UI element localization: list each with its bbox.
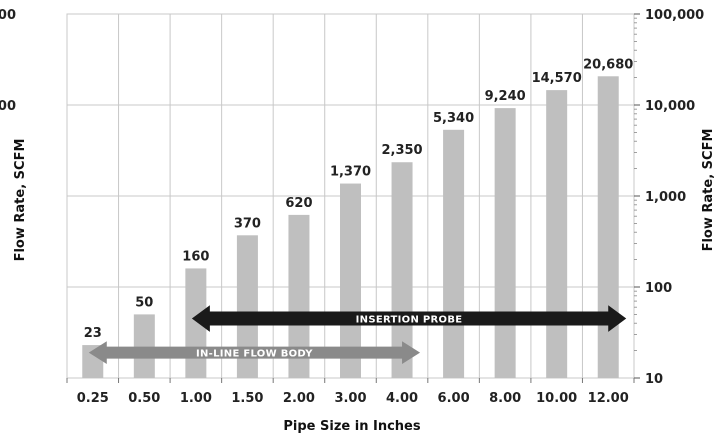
- x-tick-label: 1.00: [180, 391, 212, 406]
- bar: [494, 108, 516, 379]
- x-tick-label: 0.50: [128, 391, 160, 406]
- bar-value-label: 5,340: [433, 111, 474, 126]
- bar: [133, 314, 155, 378]
- bar: [597, 76, 619, 378]
- bar-value-label: 20,680: [583, 57, 633, 72]
- range-arrows: IN-LINE FLOW BODY INSERTION PROBE: [88, 305, 627, 365]
- y-tick-label-right: 10: [645, 372, 663, 387]
- bar: [236, 235, 258, 378]
- y-axis-title-left: Flow Rate, SCFM: [13, 139, 28, 262]
- bar-value-label: 2,350: [381, 143, 422, 158]
- bar: [443, 129, 465, 378]
- x-axis-title: Pipe Size in Inches: [283, 419, 420, 434]
- bar-value-label: 620: [285, 196, 312, 211]
- y-tick-label-left: 00: [0, 99, 16, 114]
- x-tick-label: 12.00: [588, 391, 629, 406]
- bar-value-label: 370: [234, 216, 261, 231]
- bar-value-label: 1,370: [330, 165, 371, 180]
- x-tick-label: 10.00: [536, 391, 577, 406]
- bar: [546, 90, 568, 378]
- bar: [340, 183, 361, 378]
- x-tick-label: 6.00: [438, 391, 470, 406]
- bar-value-label: 50: [135, 295, 153, 310]
- bar: [288, 214, 310, 378]
- inline-flow-body-arrow: [88, 341, 421, 365]
- x-tick-label: 0.25: [77, 391, 109, 406]
- axes: 101001,00010,000100,000000000.250.501.00…: [0, 8, 704, 406]
- insertion-probe-arrow: [191, 305, 627, 332]
- y-tick-label-right: 100: [645, 281, 672, 296]
- x-tick-label: 8.00: [489, 391, 521, 406]
- insertion-probe-arrow-label: INSERTION PROBE: [356, 315, 463, 326]
- x-tick-label: 2.00: [283, 391, 315, 406]
- y-tick-label-right: 1,000: [645, 190, 686, 205]
- bar-value-label: 14,570: [532, 71, 582, 86]
- bar-value-label: 9,240: [485, 89, 526, 104]
- y-axis-title-right: Flow Rate, SCFM: [701, 129, 716, 252]
- x-tick-label: 1.50: [231, 391, 263, 406]
- bar-value-label: 160: [182, 249, 209, 264]
- x-tick-label: 4.00: [386, 391, 418, 406]
- inline-flow-body-arrow-label: IN-LINE FLOW BODY: [196, 349, 313, 360]
- bar-value-label: 23: [84, 326, 102, 341]
- y-tick-label-right: 10,000: [645, 99, 695, 114]
- y-tick-label-left: 000: [0, 8, 16, 23]
- y-tick-label-right: 100,000: [645, 8, 704, 23]
- x-tick-label: 3.00: [334, 391, 366, 406]
